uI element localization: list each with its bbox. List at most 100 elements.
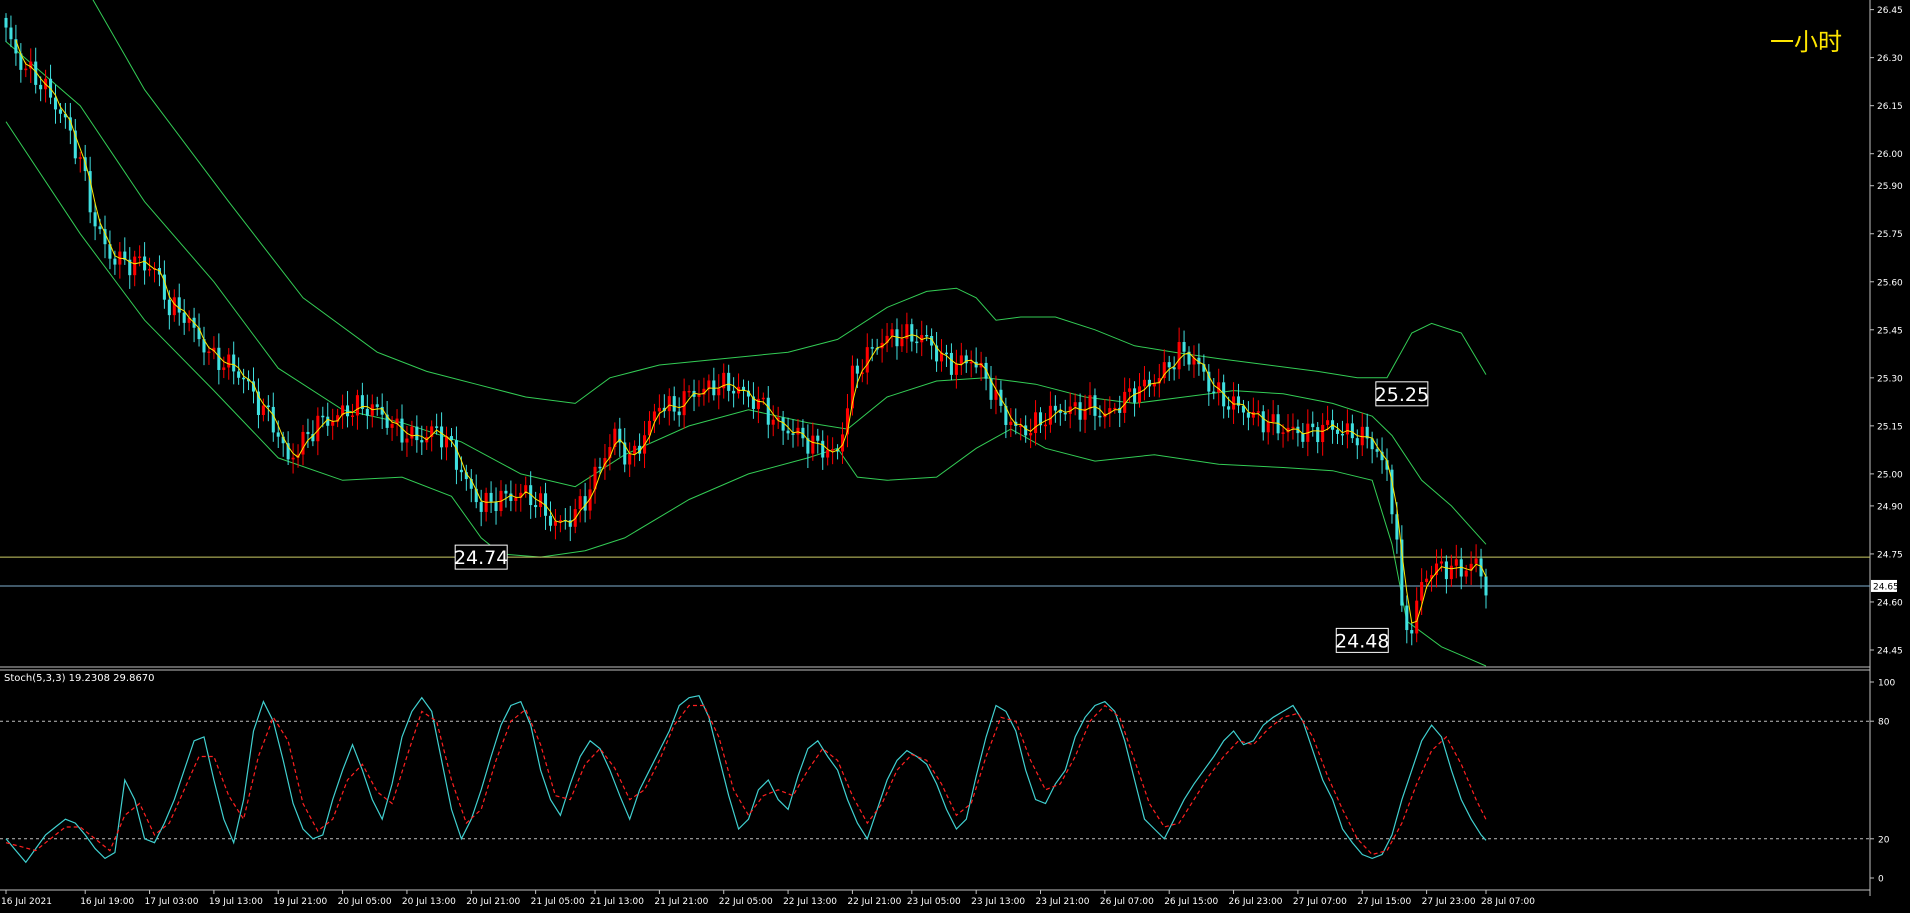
stoch-tick-label: 20 bbox=[1878, 835, 1890, 845]
candle-body bbox=[613, 428, 617, 448]
candle bbox=[529, 471, 533, 519]
candle bbox=[1434, 549, 1439, 588]
candle bbox=[796, 418, 800, 447]
candle bbox=[73, 118, 77, 165]
candle-body bbox=[539, 493, 543, 508]
candle-body bbox=[469, 479, 473, 489]
time-tick-label: 22 Jul 05:00 bbox=[719, 897, 773, 907]
candle-body bbox=[979, 362, 983, 368]
annotation-label: 24.74 bbox=[454, 547, 508, 569]
candle-body bbox=[741, 386, 746, 391]
candle-body bbox=[989, 378, 993, 400]
candle-body bbox=[321, 415, 325, 418]
candle-body bbox=[791, 433, 795, 435]
candle-body bbox=[1088, 395, 1092, 409]
candle-body bbox=[746, 390, 751, 397]
candle-body bbox=[78, 157, 82, 159]
candle bbox=[400, 404, 404, 451]
candle bbox=[261, 398, 265, 422]
candle bbox=[826, 435, 830, 466]
candle-body bbox=[1459, 559, 1463, 577]
candle-body bbox=[1177, 342, 1181, 370]
candle bbox=[435, 413, 439, 435]
candle-body bbox=[657, 407, 661, 412]
candle-body bbox=[1350, 423, 1354, 439]
candle-body bbox=[1355, 438, 1359, 446]
candle-body bbox=[266, 405, 270, 407]
price-tick-label: 25.90 bbox=[1877, 182, 1903, 192]
stoch-tick-label: 0 bbox=[1878, 875, 1884, 885]
candle bbox=[509, 480, 513, 512]
candle-body bbox=[316, 415, 320, 442]
candle-body bbox=[1038, 412, 1043, 426]
candle-body bbox=[464, 472, 468, 480]
candle-body bbox=[845, 408, 850, 435]
candle-body bbox=[910, 324, 914, 342]
candle-body bbox=[123, 251, 127, 260]
candle bbox=[182, 299, 186, 335]
candle bbox=[880, 328, 884, 363]
candle-body bbox=[920, 335, 924, 343]
candle bbox=[1004, 397, 1008, 439]
time-tick-label: 20 Jul 05:00 bbox=[338, 897, 392, 907]
candle bbox=[1261, 405, 1265, 441]
candle bbox=[331, 408, 335, 440]
candle-body bbox=[1058, 410, 1062, 413]
candle bbox=[652, 403, 656, 433]
candle bbox=[395, 409, 399, 437]
candle-body bbox=[1034, 412, 1038, 434]
candle bbox=[568, 505, 572, 542]
candle-body bbox=[113, 258, 117, 265]
candle bbox=[1405, 595, 1409, 644]
candle-body bbox=[395, 418, 399, 424]
candle-body bbox=[677, 411, 681, 416]
candle-body bbox=[1326, 420, 1330, 425]
candle bbox=[415, 415, 419, 453]
time-tick-label: 27 Jul 23:00 bbox=[1422, 897, 1476, 907]
ma-line bbox=[15, 39, 1487, 624]
candle bbox=[19, 43, 23, 83]
candle bbox=[791, 419, 795, 448]
candle bbox=[1142, 366, 1146, 401]
candle-body bbox=[385, 414, 389, 428]
candle bbox=[821, 430, 825, 470]
candle bbox=[1449, 554, 1453, 587]
candle bbox=[440, 412, 444, 460]
candle bbox=[692, 379, 696, 412]
candle bbox=[603, 443, 607, 480]
candle bbox=[1296, 419, 1300, 447]
candle-body bbox=[435, 426, 439, 428]
candle-body bbox=[63, 113, 67, 118]
candle-body bbox=[400, 418, 404, 443]
candle bbox=[1281, 424, 1285, 448]
candle bbox=[1291, 413, 1295, 440]
price-tick-label: 25.45 bbox=[1877, 326, 1903, 336]
price-tick-label: 25.30 bbox=[1877, 374, 1903, 384]
candle-body bbox=[568, 520, 572, 527]
candle bbox=[741, 379, 746, 405]
candle bbox=[816, 428, 820, 454]
time-tick-label: 28 Jul 07:00 bbox=[1481, 897, 1535, 907]
candle bbox=[1415, 587, 1419, 643]
candle bbox=[1048, 391, 1052, 433]
candle-body bbox=[608, 447, 612, 459]
candle-body bbox=[237, 371, 241, 378]
candle-body bbox=[143, 256, 147, 271]
candle-body bbox=[1340, 433, 1344, 436]
candle-body bbox=[776, 417, 780, 420]
candle-body bbox=[108, 244, 112, 259]
candle-body bbox=[509, 493, 513, 501]
candle bbox=[212, 336, 216, 360]
candle bbox=[920, 320, 924, 357]
candle bbox=[583, 482, 587, 523]
candle-body bbox=[1375, 449, 1379, 452]
candle-body bbox=[1152, 383, 1156, 387]
candle-body bbox=[93, 212, 97, 227]
candle bbox=[360, 382, 364, 416]
candle bbox=[1355, 429, 1359, 460]
candle-body bbox=[806, 438, 810, 454]
candle-body bbox=[687, 390, 691, 393]
candle bbox=[1380, 437, 1384, 474]
candle-body bbox=[633, 445, 637, 454]
candle-body bbox=[514, 497, 518, 501]
